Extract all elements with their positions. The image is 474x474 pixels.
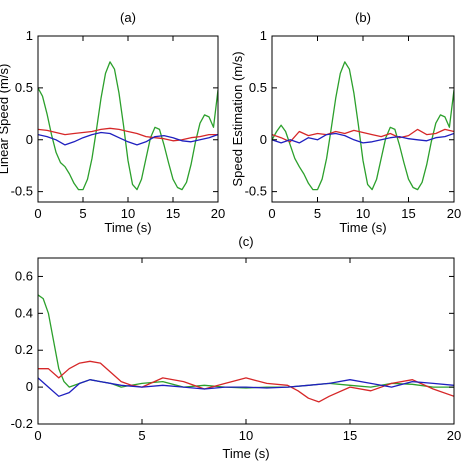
x-tick-label: 0 (34, 428, 41, 443)
x-tick-label: 20 (447, 206, 461, 221)
chart-panel-0: 0 5 10 15 20-0.500.51(a)Time (s)Linear Speed… (0, 10, 225, 235)
series-line-0 (38, 61, 218, 191)
x-tick-label: 5 (79, 206, 86, 221)
x-tick-label: 15 (343, 428, 357, 443)
y-tick-label: 0 (26, 132, 33, 147)
x-tick-label: 5 (314, 206, 321, 221)
x-tick-label: 15 (401, 206, 415, 221)
y-axis-label: Linear Speed (m/s) (0, 64, 11, 175)
x-tick-label: 5 (138, 428, 145, 443)
y-tick-label: 0.4 (15, 305, 33, 320)
panel-title: (a) (120, 10, 136, 25)
x-tick-label: 0 (268, 206, 275, 221)
y-tick-label: 1 (260, 28, 267, 43)
plot-frame (271, 35, 455, 203)
y-tick-label: 0.5 (15, 80, 33, 95)
series-line-1 (38, 127, 218, 142)
y-tick-label: 0 (26, 379, 33, 394)
series-line-1 (272, 128, 454, 143)
chart-panel-1: 0 5 10 15 20-0.500.51(b)Time (s)Speed Estima… (230, 10, 461, 235)
x-axis-label: Time (s) (222, 446, 269, 461)
x-tick-label: 10 (356, 206, 370, 221)
chart-panel-2: 0 5 10 15 20-0.200.20.40.6(c)Time (s) (11, 234, 462, 461)
y-tick-label: 1 (26, 28, 33, 43)
y-axis-label: Speed Estimation (m/s) (230, 51, 245, 186)
x-axis-label: Time (s) (339, 220, 386, 235)
series-line-2 (38, 131, 218, 146)
y-tick-label: 0.5 (249, 80, 267, 95)
x-tick-label: 0 (34, 206, 41, 221)
x-tick-label: 10 (239, 428, 253, 443)
series-line-0 (272, 61, 454, 191)
x-tick-label: 10 (121, 206, 135, 221)
x-tick-label: 20 (211, 206, 225, 221)
y-tick-label: 0.6 (15, 268, 33, 283)
x-tick-label: 20 (447, 428, 461, 443)
x-tick-label: 15 (166, 206, 180, 221)
y-tick-label: -0.5 (11, 184, 33, 199)
panel-title: (b) (355, 10, 371, 25)
series-line-2 (272, 132, 454, 144)
plot-frame (37, 35, 219, 203)
y-tick-label: 0 (260, 132, 267, 147)
y-tick-label: 0.2 (15, 342, 33, 357)
x-axis-label: Time (s) (104, 220, 151, 235)
y-tick-label: -0.2 (11, 416, 33, 431)
series-line-1 (38, 360, 454, 403)
y-tick-label: -0.5 (245, 184, 267, 199)
series-line-0 (38, 294, 454, 389)
panel-title: (c) (238, 234, 253, 249)
plot-frame (37, 257, 455, 425)
series-line-2 (38, 377, 454, 397)
